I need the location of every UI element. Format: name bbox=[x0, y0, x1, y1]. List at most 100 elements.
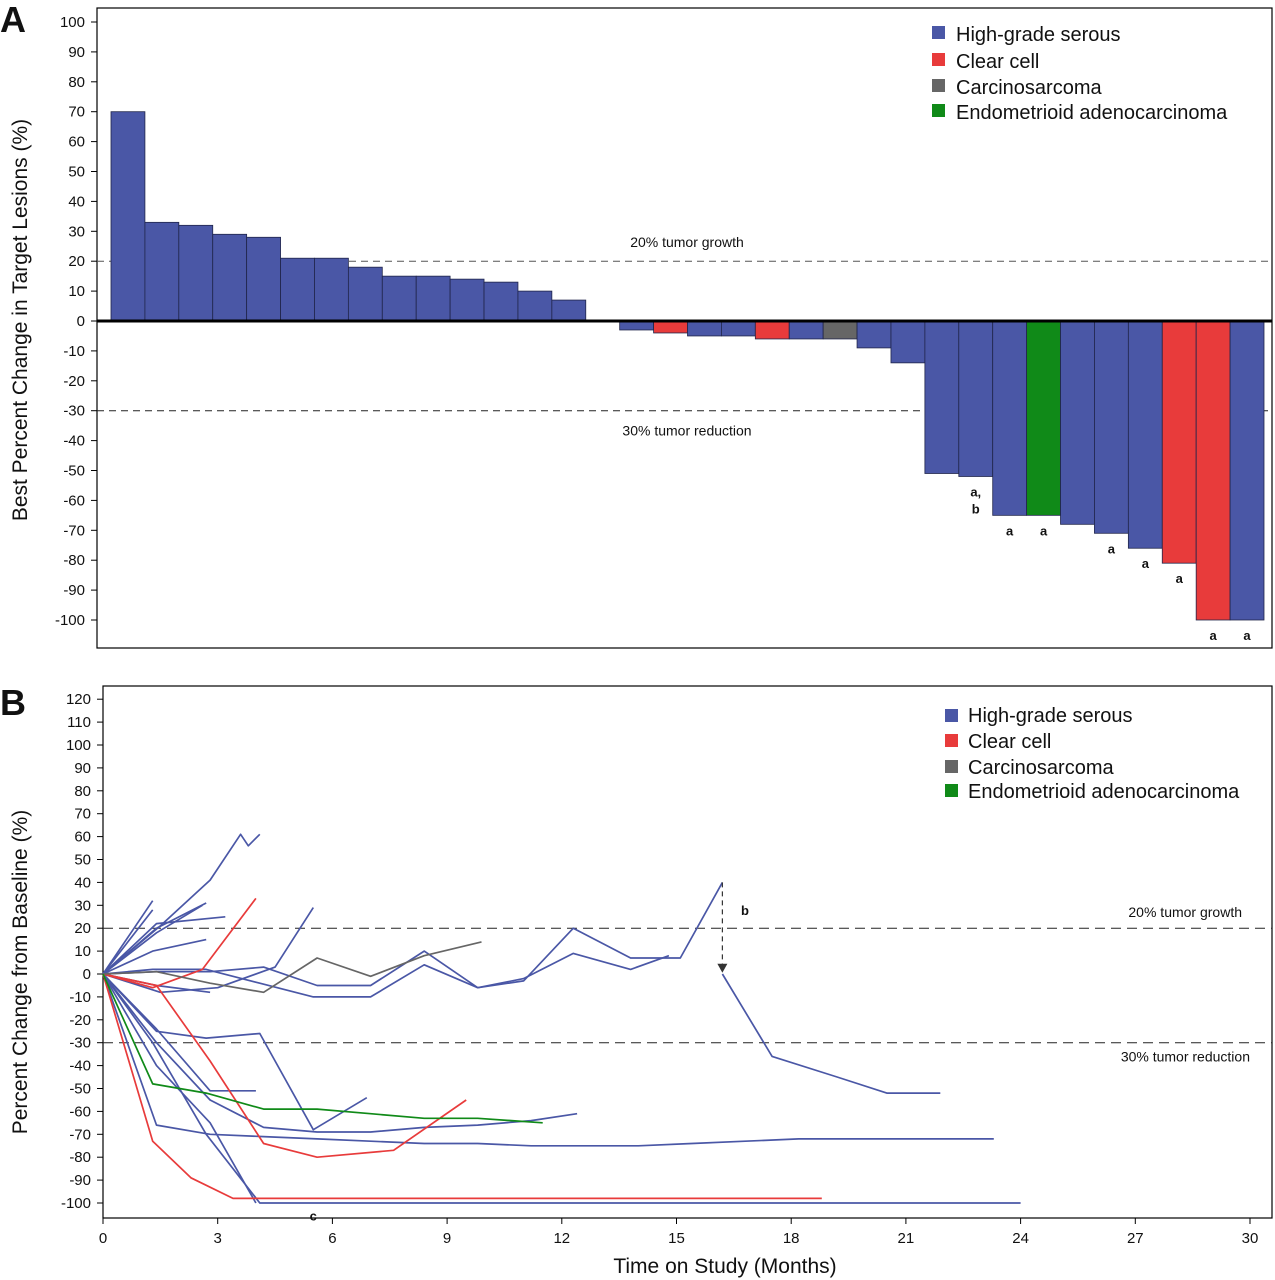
panel-b-series-line bbox=[102, 915, 226, 975]
legend-swatch-endometrioid-adenocarcinoma bbox=[932, 104, 945, 117]
panel-b-x-tick-label: 9 bbox=[443, 1230, 451, 1247]
panel-a-y-tick-label: 20 bbox=[68, 253, 85, 270]
panel-a-bar bbox=[856, 320, 892, 349]
panel-b-x-tick-label: 6 bbox=[328, 1230, 336, 1247]
panel-b-x-tick-label: 21 bbox=[898, 1230, 915, 1247]
panel-a-y-tick-label: -80 bbox=[63, 552, 85, 569]
panel-b-series-line bbox=[102, 833, 261, 975]
panel-a-bar bbox=[687, 320, 722, 337]
panel-a-y-tick-label: -60 bbox=[63, 492, 85, 509]
panel-a-bar bbox=[314, 257, 349, 322]
panel-a-bar bbox=[178, 224, 214, 322]
panel-a-bar bbox=[721, 320, 756, 337]
panel-a-bar bbox=[246, 236, 281, 322]
panel-a-bar bbox=[483, 281, 519, 322]
panel-a-bar bbox=[1094, 320, 1129, 534]
panel-a-bar bbox=[890, 320, 926, 364]
panel-b-label: B bbox=[0, 682, 26, 723]
panel-a-bar bbox=[551, 299, 587, 322]
panel-a-y-ticks: 1009080706050403020100-10-20-30-40-50-60… bbox=[55, 14, 97, 629]
panel-b-legend: High-grade serous Clear cell Carcinosarc… bbox=[945, 705, 1240, 803]
panel-b-y-tick-label: 0 bbox=[83, 966, 91, 983]
panel-a-y-tick-label: 80 bbox=[68, 74, 85, 91]
panel-a-bar bbox=[517, 290, 553, 322]
panel-a-bar bbox=[144, 221, 180, 322]
panel-a-bar bbox=[924, 320, 960, 474]
panel-a-y-tick-label: 90 bbox=[68, 44, 85, 61]
panel-b-x-tick-label: 12 bbox=[553, 1230, 570, 1247]
panel-b-series-line bbox=[102, 941, 482, 994]
panel-a-y-tick-label: 50 bbox=[68, 164, 85, 181]
panel-b-series-line bbox=[102, 973, 368, 1131]
panel-a-plot-frame bbox=[96, 7, 1273, 649]
panel-a-bar bbox=[110, 111, 146, 322]
legend-swatch-clear-cell bbox=[932, 53, 945, 66]
panel-a-y-tick-label: -100 bbox=[55, 612, 85, 629]
panel-a-y-tick-label: 100 bbox=[60, 14, 85, 31]
panel-b-x-tick-label: 30 bbox=[1242, 1230, 1259, 1247]
panel-b-y-tick-label: -90 bbox=[69, 1172, 91, 1189]
panel-a-bar bbox=[347, 266, 383, 322]
panel-a-bar bbox=[788, 320, 824, 340]
panel-a-bar-note: a bbox=[1243, 628, 1251, 643]
panel-a: A Best Percent Change in Target Lesions … bbox=[0, 0, 1273, 649]
panel-a-bar bbox=[653, 320, 688, 334]
panel-b-reference-lines: 20% tumor growth 30% tumor reduction bbox=[103, 904, 1272, 1065]
panel-b-y-tick-label: 50 bbox=[74, 852, 91, 869]
panel-b-series-line bbox=[102, 952, 670, 998]
panel-b-y-tick-label: 20 bbox=[74, 920, 91, 937]
panel-b-y-ticks: 1201101009080706050403020100-10-20-30-40… bbox=[61, 691, 103, 1212]
panel-b-y-tick-label: 30 bbox=[74, 897, 91, 914]
panel-b-x-tick-label: 24 bbox=[1012, 1230, 1029, 1247]
legend-b-label-clear-cell: Clear cell bbox=[968, 731, 1051, 753]
panel-a-bar bbox=[822, 320, 858, 340]
panel-b-y-tick-label: -60 bbox=[69, 1103, 91, 1120]
panel-a-bar bbox=[381, 275, 417, 322]
legend-label-clear-cell: Clear cell bbox=[956, 51, 1039, 73]
panel-a-bar-note: a bbox=[1040, 523, 1048, 538]
panel-b-y-tick-label: -20 bbox=[69, 1012, 91, 1029]
panel-a-bar bbox=[1060, 320, 1095, 525]
panel-b-y-tick-label: 70 bbox=[74, 806, 91, 823]
panel-b-y-tick-label: 80 bbox=[74, 783, 91, 800]
panel-a-reference-lines: 20% tumor growth 30% tumor reduction bbox=[97, 234, 1272, 439]
legend-label-high-grade-serous: High-grade serous bbox=[956, 24, 1121, 46]
panel-a-bar bbox=[212, 233, 248, 322]
legend-label-carcinosarcoma: Carcinosarcoma bbox=[956, 77, 1102, 99]
panel-b-y-tick-label: -80 bbox=[69, 1149, 91, 1166]
panel-b-arrowhead bbox=[717, 963, 728, 973]
panel-b-x-ticks: 0 3 6 9 12 15 18 21 24 27 30 bbox=[99, 1218, 1259, 1247]
legend-b-label-endometrioid-adenocarcinoma: Endometrioid adenocarcinoma bbox=[968, 781, 1240, 803]
panel-a-bar bbox=[449, 278, 485, 322]
panel-b-y-tick-label: 60 bbox=[74, 829, 91, 846]
panel-b-series-line bbox=[102, 881, 724, 989]
panel-b-y-tick-label: -50 bbox=[69, 1081, 91, 1098]
panel-b-y-tick-label: 110 bbox=[67, 714, 91, 731]
panel-a-y-tick-label: 70 bbox=[68, 104, 85, 121]
panel-b-series-line bbox=[102, 973, 1021, 1204]
panel-a-bar bbox=[280, 257, 315, 322]
panel-b-y-tick-label: 100 bbox=[66, 737, 91, 754]
panel-b-y-tick-label: 90 bbox=[74, 760, 91, 777]
panel-a-label: A bbox=[0, 0, 26, 40]
panel-b-series-line bbox=[102, 904, 203, 975]
panel-a-bars: a, b a a a a a a a bbox=[110, 111, 1265, 643]
panel-b-series-line bbox=[102, 973, 994, 1147]
panel-b-y-axis-title: Percent Change from Baseline (%) bbox=[9, 810, 32, 1135]
panel-a-bar bbox=[1195, 320, 1231, 621]
panel-b-y-tick-label: 10 bbox=[74, 943, 91, 960]
legend-b-swatch-clear-cell bbox=[945, 734, 958, 747]
panel-b-plot-frame bbox=[102, 685, 1273, 1219]
panel-a-bar-note: a bbox=[1210, 628, 1218, 643]
panel-b-series-line bbox=[102, 902, 207, 975]
legend-swatch-carcinosarcoma bbox=[932, 79, 945, 92]
panel-a-y-tick-label: 0 bbox=[77, 313, 85, 330]
panel-b-series-line bbox=[102, 909, 154, 975]
panel-b-series-line bbox=[102, 973, 578, 1133]
panel-a-bar bbox=[958, 320, 994, 477]
panel-a-bar-note: a bbox=[1006, 523, 1014, 538]
panel-a-y-axis-title: Best Percent Change in Target Lesions (%… bbox=[9, 119, 32, 521]
panel-a-bar bbox=[1161, 320, 1197, 564]
legend-b-swatch-endometrioid-adenocarcinoma bbox=[945, 784, 958, 797]
